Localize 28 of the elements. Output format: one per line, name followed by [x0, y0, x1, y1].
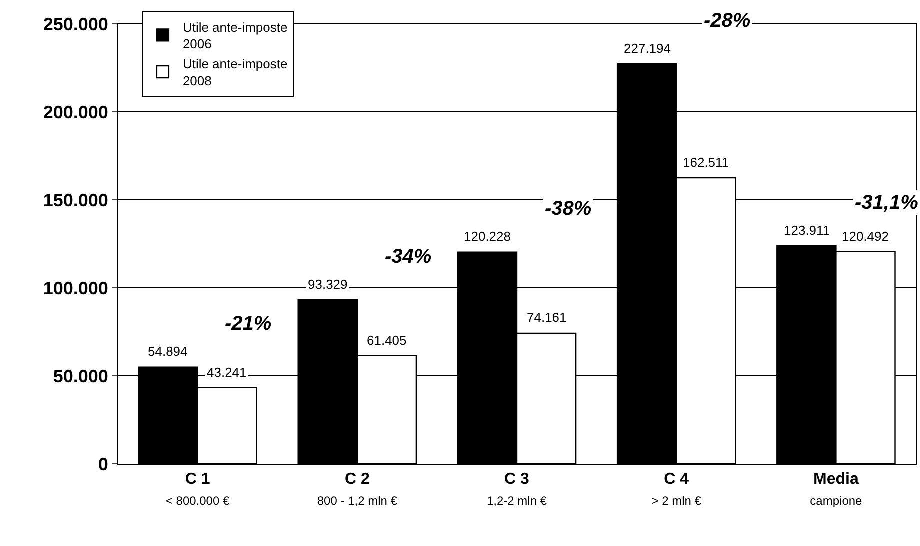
y-tick-label: 200.000	[43, 102, 108, 122]
legend-label: Utile ante-imposte 2006	[182, 20, 288, 52]
data-label: 123.911	[784, 223, 830, 238]
x-tick-label: C 4 > 2 mln €	[652, 471, 702, 508]
data-label: 74.161	[527, 310, 567, 325]
y-tick-label: 0	[98, 454, 108, 474]
data-label: 162.511	[683, 155, 730, 170]
x-tick-label: Media campione	[810, 471, 863, 508]
data-label: 54.894	[148, 344, 188, 359]
y-tick-label: 100.000	[43, 278, 108, 298]
data-label: 227.194	[624, 41, 671, 56]
annotation: -28%	[704, 10, 751, 32]
y-tick-label: 250.000	[43, 14, 108, 34]
annotation: -34%	[385, 246, 432, 268]
data-label: 120.492	[842, 229, 889, 244]
data-label: 61.405	[367, 333, 407, 348]
data-label: 120.228	[464, 229, 511, 244]
y-tick-label: 150.000	[43, 190, 108, 210]
x-tick-label: C 3 1,2-2 mln €	[486, 471, 548, 508]
data-label: 93.329	[308, 277, 348, 292]
x-tick-label: C 2 800 - 1,2 mln €	[317, 471, 398, 508]
annotation: -31,1%	[855, 192, 919, 214]
legend-label: Utile ante-imposte 2008	[182, 56, 288, 89]
annotation: -21%	[225, 313, 272, 335]
x-tick-label: C 1 < 800.000 €	[166, 471, 230, 508]
annotation: -38%	[545, 198, 592, 220]
data-label: 43.241	[207, 365, 247, 380]
y-tick-label: 50.000	[53, 366, 108, 386]
